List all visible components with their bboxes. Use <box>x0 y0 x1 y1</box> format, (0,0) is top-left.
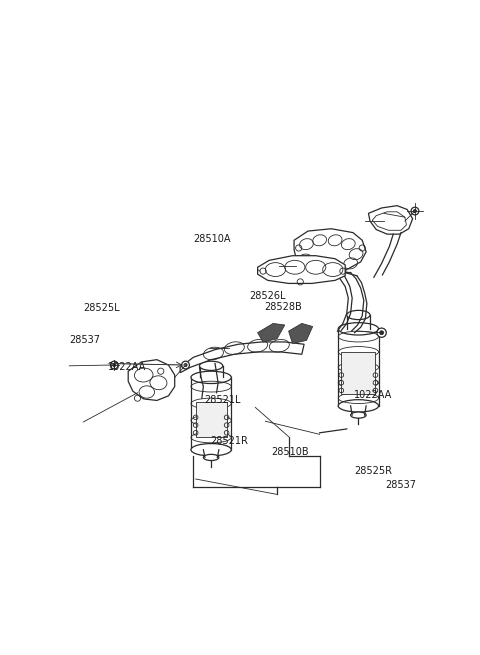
Text: 28537: 28537 <box>385 479 417 489</box>
Polygon shape <box>180 342 304 373</box>
Polygon shape <box>369 206 413 234</box>
Polygon shape <box>341 352 375 394</box>
Ellipse shape <box>347 310 370 320</box>
Text: 28525R: 28525R <box>354 466 392 476</box>
Circle shape <box>113 364 116 367</box>
Text: 28528B: 28528B <box>264 301 301 312</box>
Circle shape <box>184 364 187 367</box>
Text: 1022AA: 1022AA <box>108 362 146 372</box>
Text: 1022AA: 1022AA <box>354 390 392 400</box>
Circle shape <box>380 331 384 335</box>
Ellipse shape <box>338 323 379 335</box>
Text: 28525L: 28525L <box>83 303 120 313</box>
Text: 28510B: 28510B <box>271 447 309 457</box>
Ellipse shape <box>350 412 366 418</box>
Polygon shape <box>128 360 175 400</box>
Polygon shape <box>258 324 285 342</box>
Ellipse shape <box>191 443 231 456</box>
Ellipse shape <box>191 371 231 384</box>
Circle shape <box>110 361 118 369</box>
Ellipse shape <box>338 400 379 412</box>
Polygon shape <box>288 324 312 343</box>
Text: 28510A: 28510A <box>193 234 231 244</box>
Text: 28521L: 28521L <box>204 396 241 405</box>
Polygon shape <box>258 255 345 284</box>
Circle shape <box>181 361 190 369</box>
Text: 28526L: 28526L <box>250 291 286 301</box>
Ellipse shape <box>204 455 219 460</box>
Text: 28537: 28537 <box>69 335 100 345</box>
Text: 28521R: 28521R <box>211 436 249 445</box>
Polygon shape <box>294 229 366 272</box>
Polygon shape <box>196 402 227 437</box>
Circle shape <box>411 207 419 215</box>
Circle shape <box>413 210 417 213</box>
Ellipse shape <box>200 361 223 371</box>
Circle shape <box>377 328 386 337</box>
